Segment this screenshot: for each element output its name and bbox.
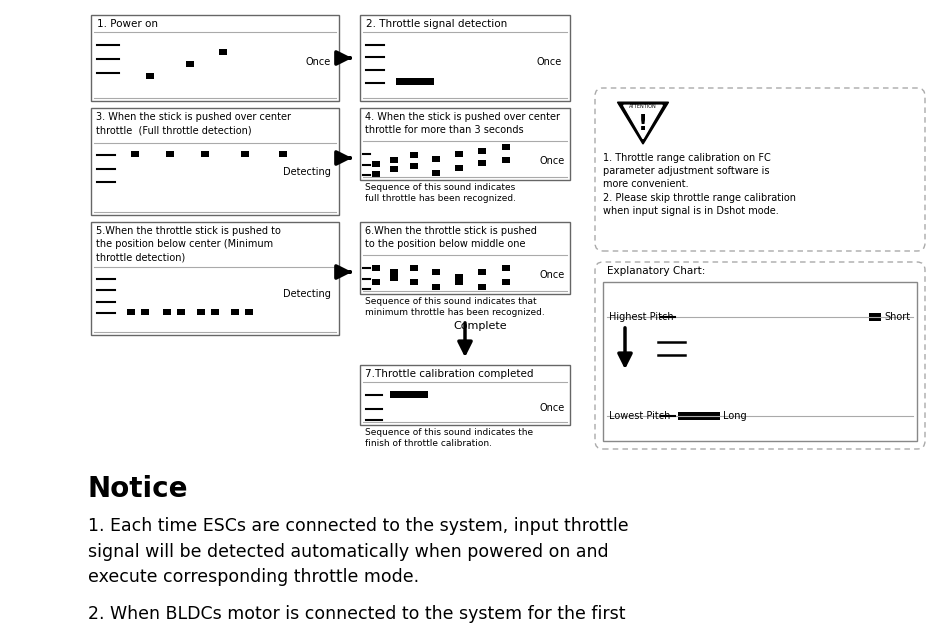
Text: Short: Short	[884, 312, 910, 322]
Text: 3. When the stick is pushed over center
throttle  (Full throttle detection): 3. When the stick is pushed over center …	[96, 112, 291, 135]
Text: Sequence of this sound indicates that
minimum throttle has been recognized.: Sequence of this sound indicates that mi…	[365, 297, 545, 317]
Text: Detecting: Detecting	[283, 167, 331, 177]
Bar	[502, 265, 510, 271]
Bar	[432, 269, 440, 275]
Bar	[131, 151, 139, 157]
Text: Complete: Complete	[453, 321, 507, 331]
Bar	[390, 275, 398, 281]
Text: Once: Once	[540, 156, 565, 166]
Bar	[197, 309, 205, 315]
Bar	[869, 313, 881, 321]
Text: 2. When BLDCs motor is connected to the system for the first: 2. When BLDCs motor is connected to the …	[88, 605, 625, 623]
FancyBboxPatch shape	[595, 262, 925, 449]
Text: 2. Throttle signal detection: 2. Throttle signal detection	[366, 19, 508, 29]
Bar	[360, 15, 570, 101]
Text: Once: Once	[540, 403, 565, 413]
Bar	[410, 279, 418, 285]
Bar	[231, 309, 239, 315]
Bar	[603, 282, 917, 441]
Text: Highest Pitch: Highest Pitch	[609, 312, 674, 322]
Bar	[410, 265, 418, 271]
Bar	[360, 365, 570, 425]
Bar	[432, 284, 440, 290]
Text: Notice: Notice	[88, 475, 189, 503]
Text: 6.When the throttle stick is pushed
to the position below middle one: 6.When the throttle stick is pushed to t…	[365, 226, 537, 249]
Text: 1. Throttle range calibration on FC
parameter adjustment software is
more conven: 1. Throttle range calibration on FC para…	[603, 153, 796, 216]
Bar	[127, 309, 135, 315]
Bar	[678, 412, 720, 420]
Bar	[455, 274, 463, 280]
Bar	[241, 151, 249, 157]
Bar	[455, 151, 463, 157]
Bar	[478, 160, 486, 166]
Bar	[91, 15, 339, 101]
Bar	[410, 163, 418, 169]
Bar	[372, 265, 380, 271]
Bar	[219, 49, 227, 55]
Text: Explanatory Chart:: Explanatory Chart:	[607, 266, 705, 276]
Text: Sequence of this sound indicates
full throttle has been recognized.: Sequence of this sound indicates full th…	[365, 183, 516, 203]
Text: Once: Once	[537, 57, 562, 67]
Text: ATTENTION: ATTENTION	[629, 104, 657, 109]
Bar	[410, 152, 418, 158]
Bar	[177, 309, 185, 315]
Bar	[478, 148, 486, 154]
Bar	[502, 279, 510, 285]
Text: 1. Power on: 1. Power on	[97, 19, 158, 29]
Bar	[360, 222, 570, 294]
Bar	[201, 151, 209, 157]
Bar	[372, 279, 380, 285]
Bar	[186, 61, 194, 67]
Bar	[360, 108, 570, 180]
Bar	[91, 108, 339, 215]
Text: Long: Long	[723, 411, 746, 421]
Bar	[478, 269, 486, 275]
Bar	[372, 161, 380, 167]
Bar	[390, 391, 428, 398]
Text: 7.Throttle calibration completed: 7.Throttle calibration completed	[365, 369, 534, 379]
FancyBboxPatch shape	[595, 88, 925, 251]
Bar	[245, 309, 253, 315]
Text: Once: Once	[306, 57, 331, 67]
Bar	[141, 309, 149, 315]
Text: 4. When the stick is pushed over center
throttle for more than 3 seconds: 4. When the stick is pushed over center …	[365, 112, 560, 135]
Bar	[390, 166, 398, 172]
Text: Once: Once	[540, 270, 565, 280]
Text: Detecting: Detecting	[283, 289, 331, 299]
Text: !: !	[638, 114, 648, 134]
Bar	[91, 222, 339, 335]
Bar	[390, 157, 398, 163]
Bar	[372, 171, 380, 177]
Bar	[478, 284, 486, 290]
Polygon shape	[618, 102, 668, 144]
Bar	[455, 165, 463, 171]
Bar	[163, 309, 171, 315]
Bar	[211, 309, 219, 315]
Bar	[502, 157, 510, 163]
Bar	[455, 279, 463, 285]
Bar	[390, 269, 398, 275]
Text: 5.When the throttle stick is pushed to
the position below center (Minimum
thrott: 5.When the throttle stick is pushed to t…	[96, 226, 281, 262]
Bar	[146, 73, 154, 79]
Text: Lowest Pitch: Lowest Pitch	[609, 411, 670, 421]
Bar	[432, 170, 440, 176]
Bar	[279, 151, 287, 157]
Polygon shape	[623, 105, 663, 138]
Text: Sequence of this sound indicates the
finish of throttle calibration.: Sequence of this sound indicates the fin…	[365, 428, 533, 448]
Bar	[502, 144, 510, 150]
Bar	[432, 156, 440, 162]
Bar	[166, 151, 174, 157]
Text: 1. Each time ESCs are connected to the system, input throttle
signal will be det: 1. Each time ESCs are connected to the s…	[88, 517, 629, 586]
Bar	[396, 78, 434, 85]
